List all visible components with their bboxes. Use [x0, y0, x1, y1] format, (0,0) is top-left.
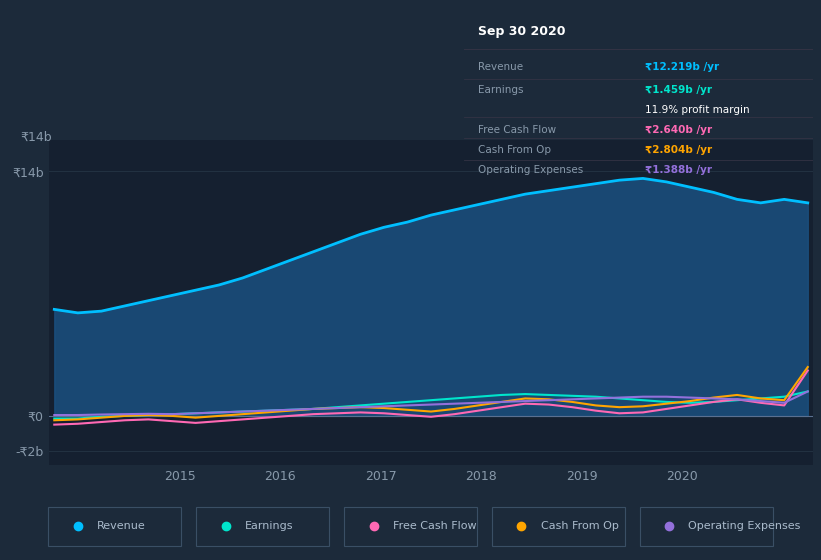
Text: Free Cash Flow: Free Cash Flow: [478, 125, 556, 135]
Text: ₹12.219b /yr: ₹12.219b /yr: [645, 62, 719, 72]
Text: Operating Expenses: Operating Expenses: [688, 521, 800, 531]
Text: Operating Expenses: Operating Expenses: [478, 165, 583, 175]
Text: Revenue: Revenue: [478, 62, 523, 72]
Text: ₹14b: ₹14b: [21, 130, 53, 144]
Text: ₹2.804b /yr: ₹2.804b /yr: [645, 145, 713, 155]
Text: ₹2.640b /yr: ₹2.640b /yr: [645, 125, 713, 135]
Text: Cash From Op: Cash From Op: [478, 145, 551, 155]
Text: ₹1.388b /yr: ₹1.388b /yr: [645, 165, 713, 175]
Text: 11.9% profit margin: 11.9% profit margin: [645, 105, 750, 115]
Text: Cash From Op: Cash From Op: [540, 521, 618, 531]
Text: Revenue: Revenue: [97, 521, 146, 531]
Text: Earnings: Earnings: [478, 86, 523, 96]
Text: ₹1.459b /yr: ₹1.459b /yr: [645, 86, 713, 96]
Text: Earnings: Earnings: [245, 521, 293, 531]
Text: Free Cash Flow: Free Cash Flow: [392, 521, 476, 531]
Text: Sep 30 2020: Sep 30 2020: [478, 25, 566, 38]
